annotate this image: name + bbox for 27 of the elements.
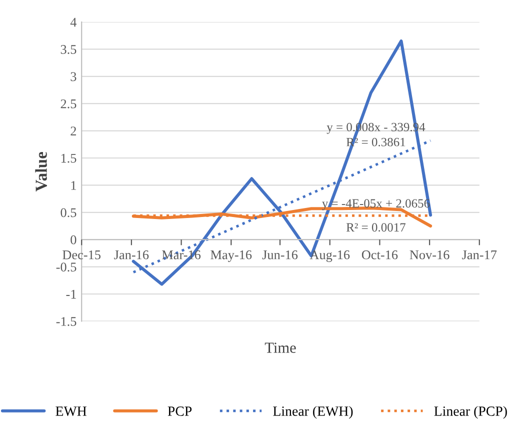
legend-label: Linear (PCP): [434, 406, 507, 419]
y-tick-label: 0.5: [60, 208, 76, 218]
x-axis-title: Time: [264, 342, 296, 353]
y-axis-title: Value: [35, 152, 47, 192]
y-tick-label: -1: [66, 290, 76, 299]
x-tick-label: Oct-16: [362, 250, 398, 260]
y-tick-label: 4: [70, 18, 77, 27]
x-tick-label: May-16: [210, 250, 252, 262]
annotation: R² = 0.0017: [346, 223, 406, 232]
y-tick-label: 1.5: [61, 154, 76, 163]
x-tick-label: Aug-16: [310, 250, 350, 262]
y-tick-label: 0: [70, 235, 76, 244]
legend-label: EWH: [56, 406, 86, 416]
x-tick-label: Dec-15: [62, 250, 100, 260]
y-tick-label: 2.5: [60, 99, 76, 108]
legend-label: PCP: [168, 406, 192, 416]
x-tick-label: Jun-16: [262, 250, 298, 260]
y-tick-label: 3.5: [60, 45, 76, 54]
x-tick-label: Jan-16: [114, 250, 149, 260]
y-tick-label: 1: [71, 181, 76, 190]
y-tick-label: -1.5: [56, 317, 76, 326]
y-tick-label: -0.5: [56, 262, 76, 272]
x-tick-label: Jan-17: [462, 250, 497, 260]
y-tick-label: 2: [70, 126, 76, 136]
legend-label: Linear (EWH): [273, 406, 353, 419]
x-tick-label: Nov-16: [410, 250, 450, 260]
y-tick-label: 3: [70, 72, 76, 82]
